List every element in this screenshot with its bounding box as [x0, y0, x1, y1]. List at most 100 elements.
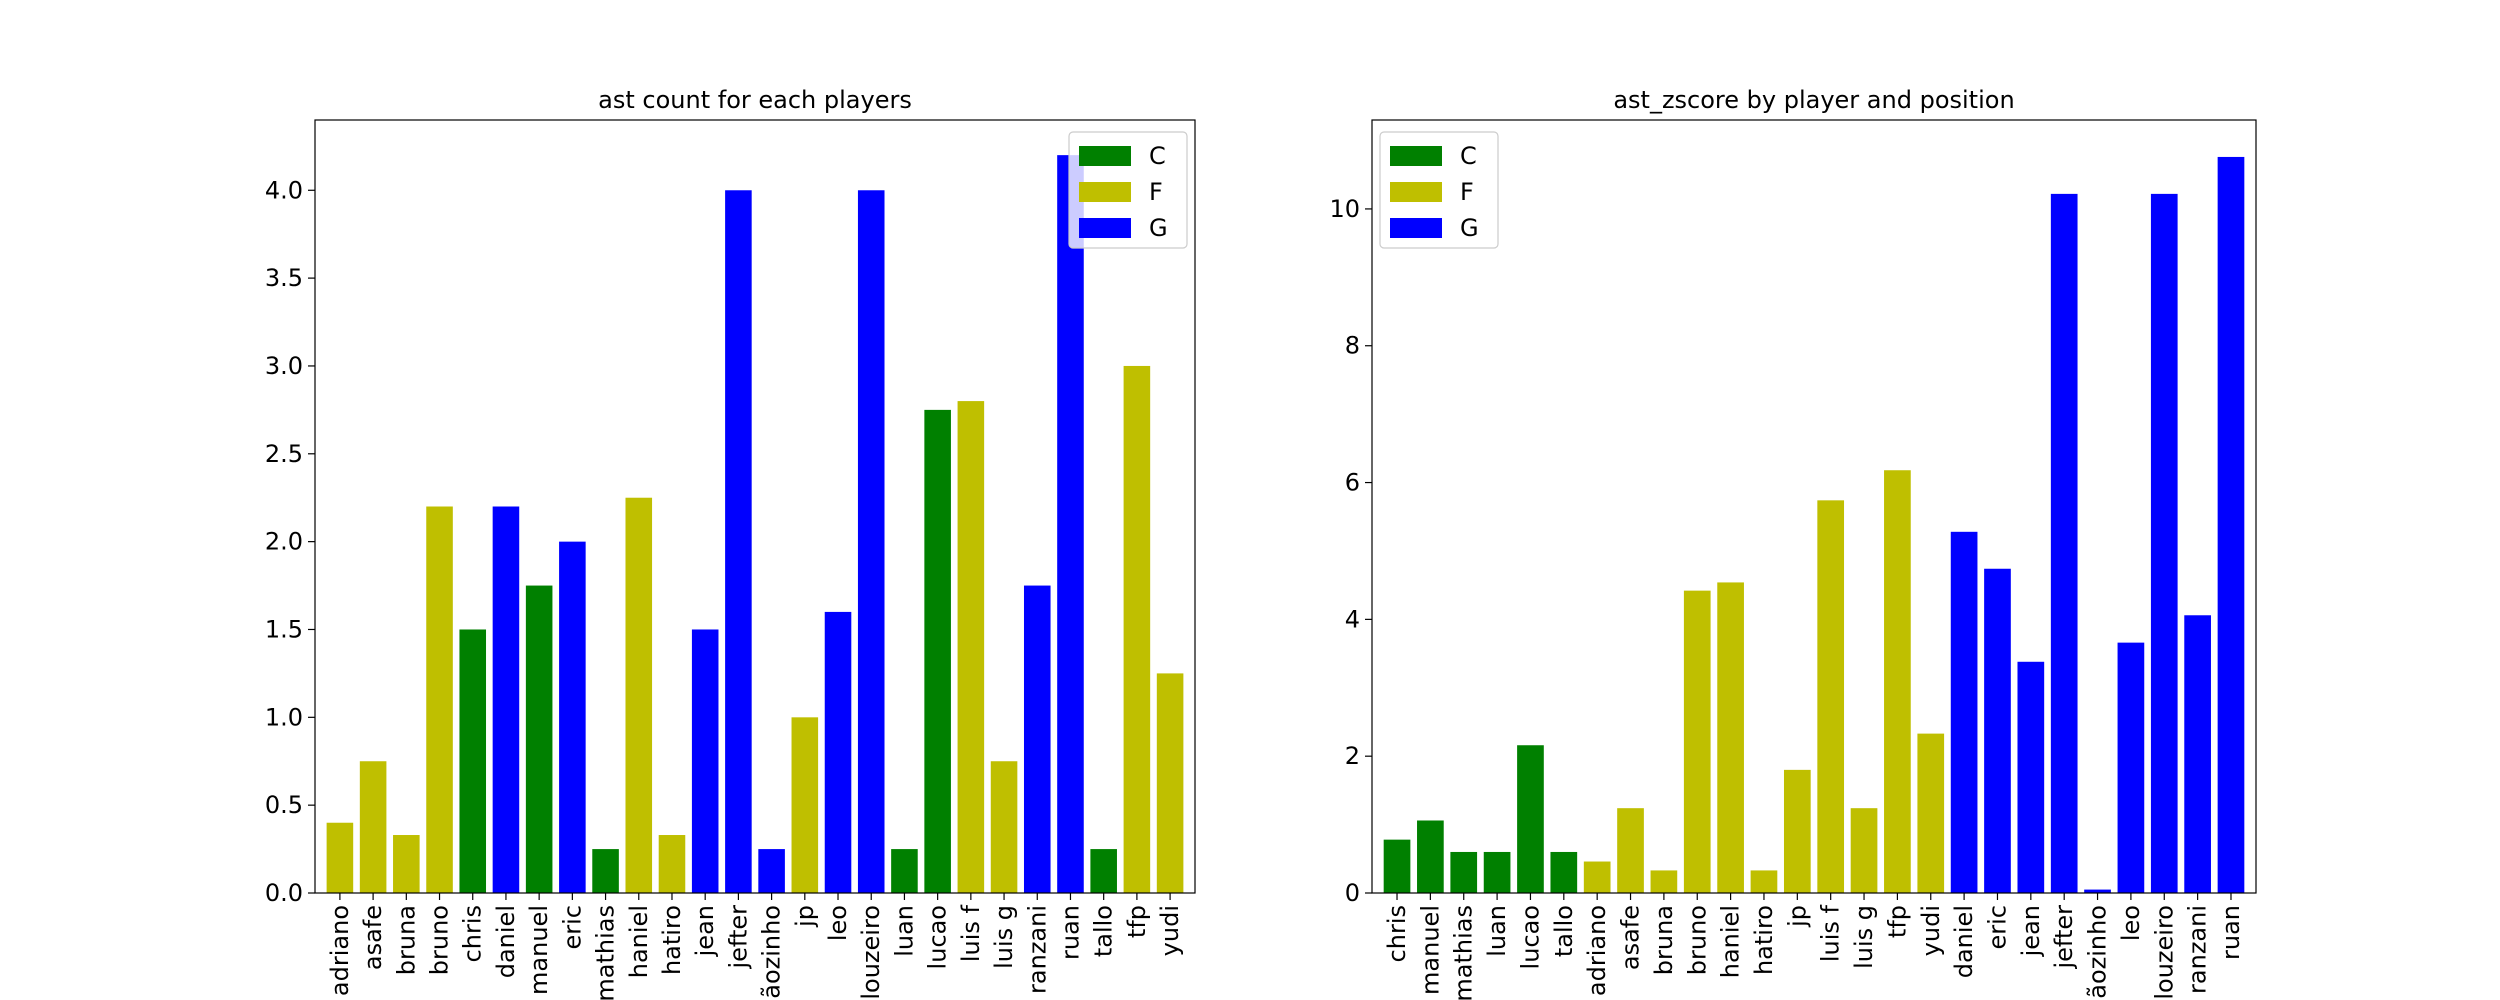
bar-eric — [559, 541, 586, 893]
bar-asafe — [1617, 808, 1644, 893]
legend-swatch-C — [1079, 146, 1131, 166]
x-tick-label: jp — [791, 905, 819, 928]
x-tick-label: adriano — [326, 905, 354, 996]
x-tick-label: luis g — [1850, 905, 1878, 969]
x-tick-label: leo — [2117, 905, 2145, 941]
x-tick-label: luis f — [1817, 904, 1845, 962]
bar-tfp — [1884, 470, 1911, 893]
x-tick-label: hatiro — [658, 905, 686, 975]
y-tick-label: 1.5 — [265, 615, 303, 643]
x-tick-label: lucao — [924, 905, 952, 969]
bar-tfp — [1123, 365, 1151, 893]
bar-daniel — [492, 506, 520, 893]
y-tick-label: 1.0 — [265, 703, 303, 731]
y-tick-label: 2.0 — [265, 528, 303, 556]
legend-label-G: G — [1149, 214, 1168, 242]
x-tick-label: daniel — [1950, 905, 1978, 978]
x-tick-label: mathias — [592, 905, 620, 1000]
x-tick-label: bruno — [1683, 905, 1711, 975]
chart-title: ast count for each players — [598, 86, 912, 114]
legend-swatch-C — [1390, 146, 1442, 166]
bar-hatiro — [658, 835, 686, 893]
x-tick-label: ãozinho — [2084, 905, 2112, 999]
x-tick-label: manuel — [1416, 905, 1444, 995]
bar-adriano — [326, 822, 354, 893]
bar-emanuel — [1417, 820, 1444, 893]
x-tick-label: bruna — [392, 905, 420, 975]
bar-bruna — [393, 835, 420, 893]
x-tick-label: eric — [558, 905, 586, 950]
x-tick-label: chris — [1383, 905, 1411, 962]
legend-label-G: G — [1460, 214, 1479, 242]
legend-label-C: C — [1149, 142, 1166, 170]
legend-label-C: C — [1460, 142, 1477, 170]
x-tick-label: tfp — [1883, 905, 1911, 938]
legend-swatch-G — [1079, 218, 1131, 238]
x-tick-label: louzeiro — [857, 905, 885, 1000]
bar-jefter — [2050, 193, 2078, 893]
x-tick-label: tfp — [1123, 905, 1151, 938]
bar-haniel — [625, 497, 653, 893]
bar-leo — [824, 611, 852, 893]
bar-tallo — [1090, 849, 1117, 893]
legend-swatch-G — [1390, 218, 1442, 238]
chart-ast-count: ast count for each players 0.0 0.5 1.0 1.5 2.… — [265, 86, 1196, 1000]
x-tick-label: yudi — [1156, 905, 1184, 956]
y-tick-label: 0.5 — [265, 791, 303, 819]
x-tick-label: adriano — [1583, 905, 1611, 996]
x-tick-label: haniel — [625, 905, 653, 978]
bar-ranzani — [2184, 615, 2211, 893]
bar-ruan — [1057, 155, 1084, 893]
x-tick-label: daniel — [492, 905, 520, 978]
y-tick-label: 10 — [1329, 195, 1360, 223]
y-tick-label: 3.5 — [265, 264, 303, 292]
x-tick-label: luis f — [957, 904, 985, 962]
bar-lucao — [924, 409, 951, 894]
bar-yudi — [1917, 733, 1945, 893]
x-tick-label: hatiro — [1750, 905, 1778, 975]
bar-chris — [459, 629, 487, 893]
bar-lucao — [1517, 745, 1544, 893]
axes-frame — [1371, 119, 2257, 894]
bar-bruno — [426, 506, 453, 893]
bar-bruno — [1683, 590, 1711, 893]
x-tick-label: bruno — [426, 905, 454, 975]
bar-daniel — [1950, 531, 1978, 893]
x-tick-label: mathias — [1450, 905, 1478, 1000]
bar-chris — [1383, 839, 1411, 893]
legend-label-F: F — [1149, 178, 1163, 206]
bar-asafe — [359, 761, 387, 893]
y-tick-label: 2.5 — [265, 440, 303, 468]
bar-haniel — [1717, 582, 1744, 893]
x-tick-label: chris — [459, 905, 487, 962]
bar-jp — [1783, 769, 1811, 893]
legend: CFG — [1379, 131, 1499, 249]
bar-leo — [2117, 642, 2145, 893]
bar-mathias — [592, 849, 619, 893]
bar-luis-g — [990, 761, 1018, 893]
bar-jefter — [725, 190, 752, 893]
y-tick-label: 2 — [1345, 742, 1360, 770]
bar-joãozinho — [758, 849, 785, 893]
x-tick-label: ruan — [2217, 905, 2245, 960]
x-tick-label: jefter — [724, 905, 752, 970]
bar-jean — [2017, 661, 2045, 893]
bar-adriano — [1583, 861, 1611, 893]
bar-luis-f — [1817, 500, 1845, 893]
x-tick-label: luan — [890, 905, 918, 957]
x-tick-label: eric — [1983, 905, 2011, 950]
chart-title: ast_zscore by player and position — [1613, 86, 2014, 114]
bar-louzeiro — [2150, 193, 2178, 893]
y-tick-label: 0.0 — [265, 879, 303, 907]
x-tick-label: luis g — [990, 905, 1018, 969]
x-tick-label: jp — [1783, 905, 1811, 928]
legend-swatch-F — [1079, 182, 1131, 202]
y-tick-label: 6 — [1345, 469, 1360, 497]
legend-swatch-F — [1390, 182, 1442, 202]
bar-eric — [1984, 568, 2011, 893]
bar-joãozinho — [2084, 889, 2111, 893]
bar-ruan — [2217, 156, 2245, 893]
x-tick-label: ãozinho — [758, 905, 786, 999]
bar-mathias — [1450, 851, 1478, 893]
